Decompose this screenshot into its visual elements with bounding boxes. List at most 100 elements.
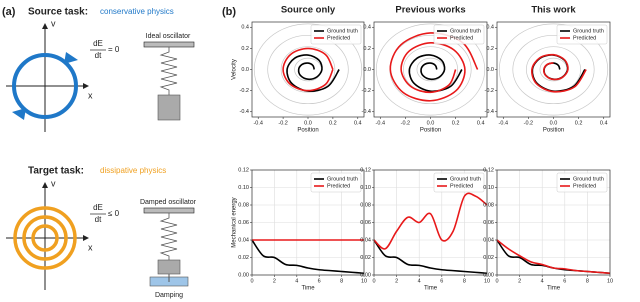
- y-tick-label: 0.2: [486, 46, 494, 52]
- chart-title: Previous works: [395, 5, 465, 16]
- x-tick-label: 10: [607, 278, 613, 284]
- plot-frame: [251, 21, 365, 118]
- legend-label: Predicted: [450, 183, 473, 189]
- x-axis-label: Position: [543, 128, 564, 134]
- y-tick-label: 0.00: [238, 272, 249, 278]
- plot-frame: [373, 169, 488, 276]
- fraction: dt: [95, 51, 102, 60]
- legend-label: Ground truth: [573, 176, 604, 182]
- x-tick-label: 0.2: [575, 120, 583, 126]
- data-line: [373, 239, 488, 275]
- x-tick-label: 2: [395, 278, 398, 284]
- data-line: [251, 239, 365, 275]
- x-axis-label: Time: [547, 286, 561, 292]
- y-tick-label: 0.2: [363, 46, 371, 52]
- y-tick-label: -0.2: [362, 88, 371, 94]
- panel-label: (b): [222, 6, 236, 18]
- x-axis-label: Time: [301, 286, 315, 292]
- y-tick-label: 0.0: [486, 67, 494, 73]
- x-tick-label: 10: [484, 278, 490, 284]
- fraction: dt: [95, 215, 102, 224]
- legend-label: Predicted: [573, 35, 596, 41]
- legend-box: [433, 172, 485, 193]
- x-tick-label: 8: [463, 278, 466, 284]
- panel-label: (a): [2, 6, 16, 18]
- y-tick-label: -0.4: [485, 109, 494, 115]
- data-line: [496, 239, 611, 275]
- axis-label: v: [51, 18, 56, 28]
- x-tick-label: 8: [586, 278, 589, 284]
- y-tick-label: 0.00: [483, 272, 494, 278]
- y-tick-label: 0.04: [360, 237, 371, 243]
- legend-box: [310, 172, 362, 193]
- x-tick-label: 0: [495, 278, 498, 284]
- target-subtitle: dissipative physics: [100, 166, 166, 175]
- legend-label: Predicted: [327, 35, 350, 41]
- y-tick-label: 0.06: [360, 220, 371, 226]
- plot-frame: [373, 21, 488, 118]
- plot-frame: [251, 169, 365, 276]
- legend-label: Predicted: [450, 35, 473, 41]
- x-tick-label: 8: [340, 278, 343, 284]
- y-tick-label: 0.10: [483, 185, 494, 191]
- legend-box: [310, 24, 362, 45]
- data-line: [286, 54, 340, 93]
- x-tick-label: 0: [250, 278, 253, 284]
- arrow: [12, 108, 26, 120]
- x-axis-label: Position: [297, 128, 318, 134]
- legend-label: Ground truth: [450, 176, 481, 182]
- chart-title: Source only: [281, 5, 336, 16]
- y-tick-label: 0.12: [238, 167, 249, 173]
- x-tick-label: 6: [563, 278, 566, 284]
- y-tick-label: 0.02: [238, 255, 249, 261]
- legend-box: [433, 24, 485, 45]
- target-title: Target task:: [28, 166, 84, 177]
- x-tick-label: -0.2: [401, 120, 410, 126]
- legend-label: Ground truth: [327, 176, 358, 182]
- caption: Ideal oscillator: [146, 33, 191, 40]
- axis-label: x: [88, 242, 93, 252]
- y-axis-label: Mechanical energy: [232, 197, 238, 247]
- spring: [159, 213, 178, 260]
- legend-box: [556, 24, 608, 45]
- x-tick-label: 2: [273, 278, 276, 284]
- stream-line: [498, 23, 609, 116]
- x-tick-label: -0.4: [376, 120, 385, 126]
- fraction: dE: [93, 39, 103, 48]
- ceiling: [143, 207, 195, 214]
- x-tick-label: 0.2: [329, 120, 337, 126]
- y-tick-label: 0.2: [241, 46, 249, 52]
- fraction: dE: [93, 203, 103, 212]
- data-line: [373, 192, 488, 250]
- y-tick-label: 0.06: [483, 220, 494, 226]
- data-line: [389, 32, 479, 102]
- data-line: [282, 47, 334, 92]
- y-tick-label: 0.04: [483, 237, 494, 243]
- x-tick-label: 6: [440, 278, 443, 284]
- y-tick-label: 0.02: [483, 255, 494, 261]
- y-tick-label: 0.00: [360, 272, 371, 278]
- stream-line: [267, 34, 349, 105]
- mass: [157, 94, 181, 121]
- relation: ≤ 0: [108, 209, 120, 218]
- y-tick-label: 0.4: [363, 25, 371, 31]
- y-tick-label: 0.04: [238, 237, 249, 243]
- y-tick-label: 0.08: [238, 202, 249, 208]
- y-tick-label: 0.0: [241, 67, 249, 73]
- y-tick-label: 0.10: [238, 185, 249, 191]
- x-tick-label: -0.2: [278, 120, 287, 126]
- y-tick-label: 0.4: [486, 25, 494, 31]
- x-tick-label: 0.4: [600, 120, 608, 126]
- panel-a: (a) Source task: conservative physics v …: [2, 6, 197, 299]
- legend-label: Ground truth: [327, 28, 358, 34]
- y-tick-label: -0.2: [240, 88, 249, 94]
- legend-label: Predicted: [573, 183, 596, 189]
- ceiling: [143, 41, 195, 48]
- y-tick-label: -0.2: [485, 88, 494, 94]
- x-tick-label: 0.4: [477, 120, 485, 126]
- y-tick-label: 0.12: [483, 167, 494, 173]
- orbit: [13, 206, 77, 270]
- y-tick-label: 0.4: [241, 25, 249, 31]
- axis-label: x: [88, 90, 93, 100]
